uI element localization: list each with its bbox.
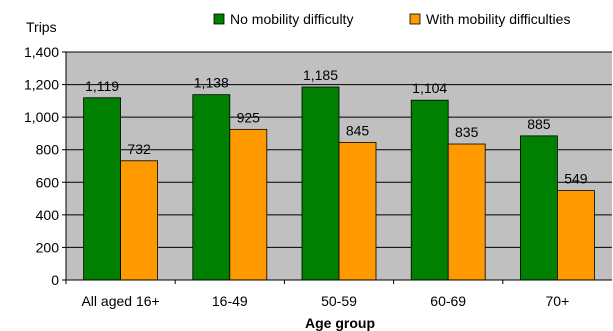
data-label: 1,185 [303, 67, 338, 83]
y-tick-labels: 0 200 400 600 800 1,000 1,200 1,400 [24, 44, 59, 288]
x-tick-label: 50-59 [321, 293, 357, 309]
x-tick-labels: All aged 16+ 16-49 50-59 60-69 70+ [65, 280, 570, 309]
data-label: 1,138 [194, 75, 229, 91]
y-tick-label: 600 [36, 174, 60, 190]
data-label: 732 [127, 141, 151, 157]
bar-no-mobility-difficulty [83, 97, 121, 281]
legend-swatch [409, 13, 421, 25]
legend-label: With mobility difficulties [426, 11, 570, 27]
data-labels: 1,119 732 1,138 925 1,185 845 1,104 835 885 549 [85, 67, 588, 187]
x-tick-label: 60-69 [430, 293, 466, 309]
y-tick-label: 800 [36, 142, 60, 158]
y-tick-label: 400 [36, 207, 60, 223]
data-label: 1,104 [412, 80, 447, 96]
data-label: 549 [564, 171, 588, 187]
x-axis-title: Age group [305, 315, 375, 331]
y-tick-label: 0 [51, 272, 59, 288]
legend: No mobility difficulty With mobility diff… [213, 11, 570, 27]
bar-no-mobility-difficulty [520, 135, 558, 281]
bar-no-mobility-difficulty [192, 94, 231, 281]
bar-no-mobility-difficulty [410, 99, 449, 281]
data-label: 885 [527, 116, 551, 132]
x-tick-label: 16-49 [212, 293, 248, 309]
bar-no-mobility-difficulty [301, 86, 340, 281]
axes [65, 52, 612, 281]
y-tick-label: 200 [36, 239, 60, 255]
x-tick-label: All aged 16+ [81, 293, 159, 309]
y-tick-label: 1,000 [24, 109, 59, 125]
bar-with-mobility-difficulties [447, 143, 486, 281]
bar-with-mobility-difficulties [120, 160, 158, 281]
y-axis-title: Trips [26, 19, 57, 35]
bar-with-mobility-difficulties [338, 141, 377, 281]
data-label: 845 [346, 122, 370, 138]
data-label: 1,119 [85, 78, 119, 94]
legend-swatch [213, 13, 225, 25]
bars [83, 86, 595, 281]
bar-with-mobility-difficulties [229, 128, 268, 281]
bar-with-mobility-difficulties [557, 190, 595, 281]
legend-label: No mobility difficulty [230, 11, 353, 27]
y-tick-label: 1,200 [24, 77, 59, 93]
y-tick-label: 1,400 [24, 44, 59, 60]
data-label: 835 [455, 124, 479, 140]
data-label: 925 [237, 109, 261, 125]
x-tick-label: 70+ [546, 293, 570, 309]
